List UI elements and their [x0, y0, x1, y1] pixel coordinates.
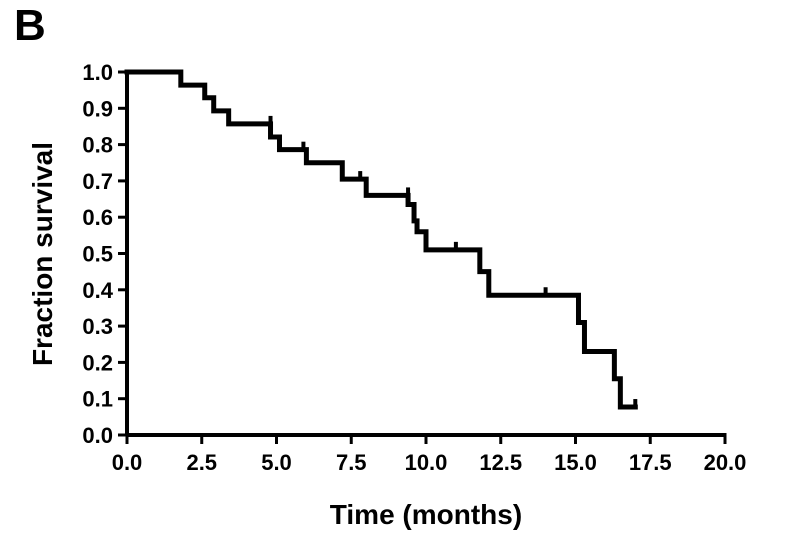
y-tick-label: 0.8	[82, 133, 113, 158]
y-axis-ticks: 0.0 0.1 0.2 0.3 0.4 0.5 0.6 0.7 0.8 0.9 1.0	[82, 60, 127, 448]
y-axis-title: Fraction survival	[27, 142, 58, 366]
y-tick-label: 0.1	[82, 387, 113, 412]
x-tick-label: 20.0	[704, 450, 747, 475]
axes	[125, 70, 727, 437]
y-tick-label: 0.2	[82, 350, 113, 375]
y-tick-label: 1.0	[82, 60, 113, 85]
x-tick-label: 12.5	[479, 450, 522, 475]
y-tick-label: 0.0	[82, 423, 113, 448]
x-tick-label: 15.0	[554, 450, 597, 475]
y-tick-label: 0.5	[82, 242, 113, 267]
survival-curve	[124, 69, 638, 410]
x-tick-label: 5.0	[261, 450, 292, 475]
y-tick-label: 0.3	[82, 314, 113, 339]
series-layer	[124, 69, 638, 410]
panel-label: B	[14, 1, 46, 50]
y-tick-label: 0.6	[82, 205, 113, 230]
x-axis-ticks: 0.0 2.5 5.0 7.5 10.0 12.5 15.0 17.5 20.0	[112, 435, 747, 475]
x-tick-label: 10.0	[405, 450, 448, 475]
x-tick-label: 7.5	[336, 450, 367, 475]
y-tick-label: 0.4	[82, 278, 113, 303]
x-tick-label: 17.5	[629, 450, 672, 475]
y-tick-label: 0.9	[82, 96, 113, 121]
x-tick-label: 2.5	[186, 450, 217, 475]
y-tick-label: 0.7	[82, 169, 113, 194]
x-tick-label: 0.0	[112, 450, 143, 475]
x-axis-title: Time (months)	[330, 499, 522, 530]
censor-marks	[268, 115, 638, 409]
